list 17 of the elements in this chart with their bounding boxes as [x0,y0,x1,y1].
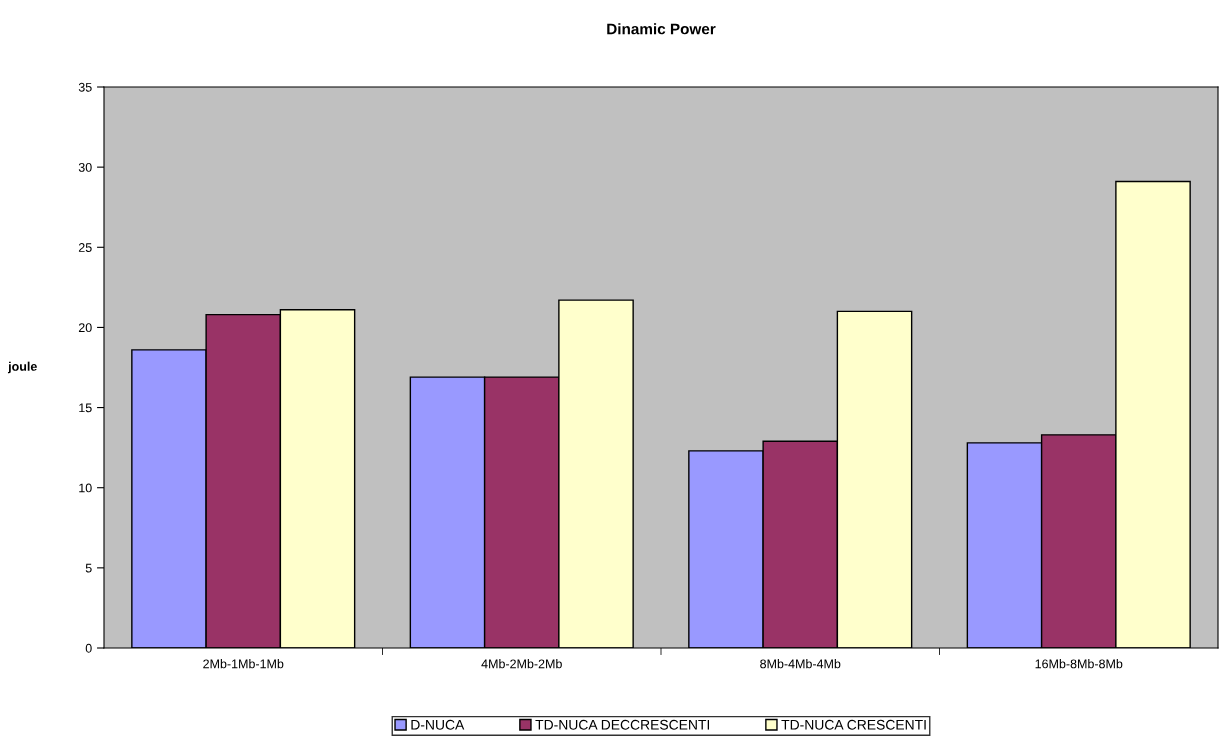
y-tick-label: 15 [79,403,92,413]
y-tick-label: 30 [78,162,92,172]
legend-label: TD-NUCA CRESCENTI [781,719,926,730]
y-tick-label: 20 [78,323,92,333]
y-tick-label: 10 [79,483,92,493]
x-tick-label: 16Mb-8Mb-8Mb [1035,659,1123,669]
y-tick-label: 25 [78,243,92,252]
legend-label: D-NUCA [411,719,465,730]
y-tick-label: 5 [85,563,92,573]
chart-title: Dinamic Power [607,23,716,35]
x-tick-label: 8Mb-4Mb-4Mb [760,659,841,669]
x-tick-label: 4Mb-2Mb-2Mb [481,659,562,669]
y-tick-label: 0 [85,643,92,653]
x-tick-label: 2Mb-1Mb-1Mb [203,659,284,669]
y-tick-label: 35 [78,82,92,92]
legend-label: TD-NUCA DECCRESCENTI [535,719,710,730]
y-axis-title: joule [7,361,37,374]
